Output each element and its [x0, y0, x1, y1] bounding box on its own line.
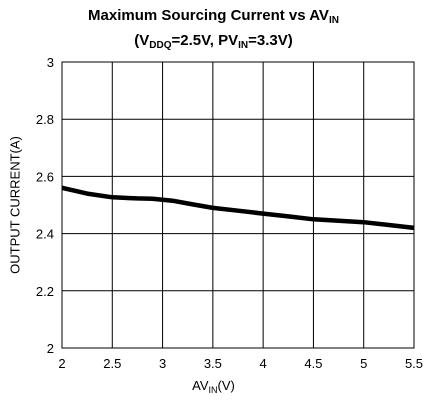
chart-title-line-2: (VDDQ=2.5V, PVIN=3.3V) [134, 32, 293, 51]
y-tick-labels: 2 2.2 2.4 2.6 2.8 3 [36, 55, 54, 356]
x-tick-label: 5 [360, 356, 367, 371]
x-tick-label: 4 [260, 356, 267, 371]
y-axis-label: OUTPUT CURRENT(A) [7, 136, 23, 274]
y-tick-label: 2.8 [36, 112, 54, 127]
y-axis-label-container: OUTPUT CURRENT(A) [4, 62, 26, 348]
x-tick-label: 3.5 [204, 356, 222, 371]
x-tick-label: 2.5 [103, 356, 121, 371]
y-tick-label: 2.6 [36, 169, 54, 184]
x-tick-label: 5.5 [405, 356, 423, 371]
y-tick-label: 3 [47, 55, 54, 70]
series-group [61, 185, 415, 231]
x-tick-label: 4.5 [304, 356, 322, 371]
x-tick-labels: 2 2.5 3 3.5 4 4.5 5 5.5 [58, 356, 423, 371]
y-tick-label: 2 [47, 341, 54, 356]
chart-title-line-1: Maximum Sourcing Current vs AVIN [88, 7, 339, 26]
y-tick-label: 2.2 [36, 284, 54, 299]
x-tick-label: 3 [159, 356, 166, 371]
grid-lines [61, 61, 415, 349]
y-tick-label: 2.4 [36, 227, 54, 242]
plot-frame [61, 61, 415, 349]
x-axis-label: AVIN(V) [192, 378, 235, 395]
series-line [61, 185, 415, 231]
x-tick-label: 2 [58, 356, 65, 371]
